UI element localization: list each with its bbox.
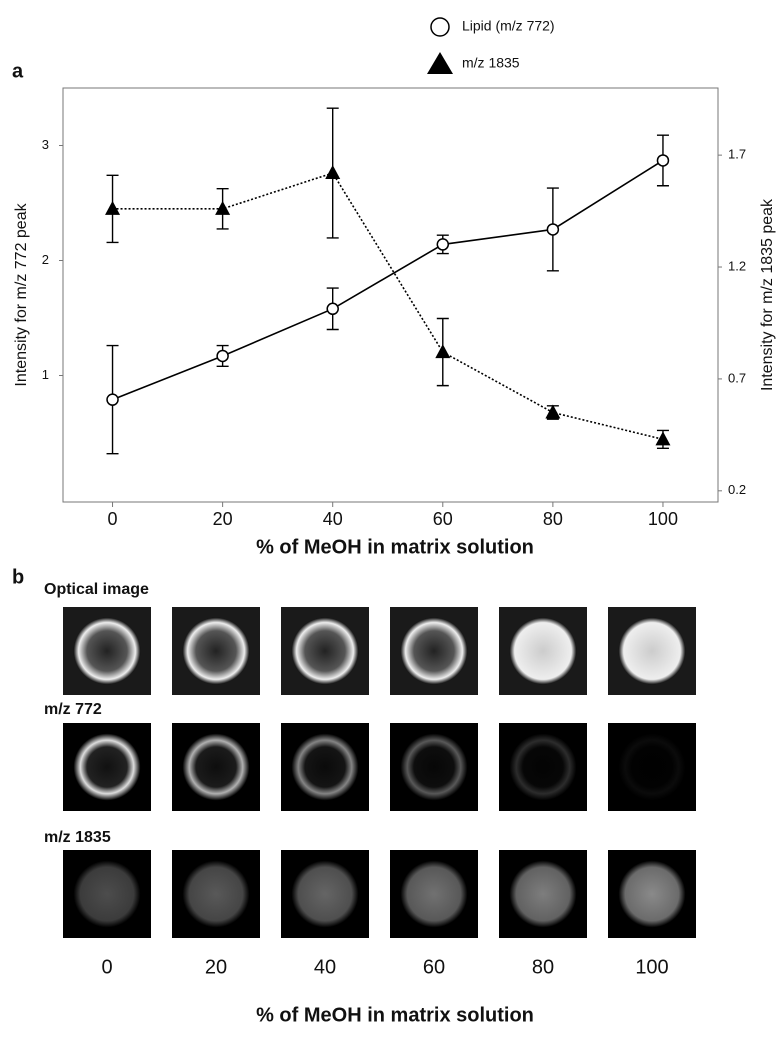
row-label: m/z 1835 xyxy=(44,829,111,846)
y-tick-label: 1 xyxy=(42,367,49,382)
legend-marker xyxy=(427,52,453,74)
image-spot xyxy=(74,861,141,928)
image-spot xyxy=(401,734,468,801)
data-point xyxy=(217,350,228,361)
y-tick-label: 3 xyxy=(42,137,49,152)
row-label: Optical image xyxy=(44,581,149,598)
data-point xyxy=(437,239,448,250)
column-label: 40 xyxy=(314,956,336,978)
data-point xyxy=(105,201,120,215)
series-line xyxy=(113,160,663,399)
column-label: 60 xyxy=(423,956,445,978)
image-spot xyxy=(619,861,686,928)
data-point xyxy=(107,394,118,405)
y2-axis-label: Intensity for m/z 1835 peak xyxy=(759,198,776,391)
image-spot xyxy=(292,618,359,685)
x-tick-label: 0 xyxy=(108,509,118,529)
x-tick-label: 40 xyxy=(323,509,343,529)
image-spot xyxy=(74,618,141,685)
image-spot xyxy=(619,618,686,685)
data-point xyxy=(325,165,340,179)
image-spot xyxy=(183,734,250,801)
image-spot xyxy=(292,734,359,801)
data-point xyxy=(657,155,668,166)
x-axis-label: % of MeOH in matrix solution xyxy=(256,536,534,558)
legend-label: Lipid (m/z 772) xyxy=(462,18,555,34)
panel-label: a xyxy=(12,60,24,82)
y2-tick-label: 0.7 xyxy=(728,370,746,385)
x-tick-label: 20 xyxy=(213,509,233,529)
image-spot xyxy=(619,734,686,801)
y-tick-label: 2 xyxy=(42,252,49,267)
image-spot xyxy=(292,861,359,928)
y2-tick-label: 1.7 xyxy=(728,147,746,162)
column-label: 0 xyxy=(101,956,112,978)
image-spot xyxy=(510,618,577,685)
image-spot xyxy=(401,618,468,685)
legend-marker xyxy=(431,18,449,36)
x-tick-label: 100 xyxy=(648,509,678,529)
column-label: 80 xyxy=(532,956,554,978)
image-spot xyxy=(510,734,577,801)
plot-frame xyxy=(63,88,718,502)
image-spot xyxy=(510,861,577,928)
data-point xyxy=(547,224,558,235)
y2-tick-label: 0.2 xyxy=(728,482,746,497)
y-axis-label: Intensity for m/z 772 peak xyxy=(13,202,30,386)
data-point xyxy=(435,344,450,358)
x-tick-label: 80 xyxy=(543,509,563,529)
image-spot xyxy=(401,861,468,928)
image-spot xyxy=(183,618,250,685)
x-tick-label: 60 xyxy=(433,509,453,529)
data-point xyxy=(327,303,338,314)
data-point xyxy=(545,404,560,418)
image-spot xyxy=(183,861,250,928)
figure: a % of MeOH in matrix solution Intensity… xyxy=(0,0,779,1042)
image-spot xyxy=(74,734,141,801)
column-label: 20 xyxy=(205,956,227,978)
legend-label: m/z 1835 xyxy=(462,55,520,71)
column-label: 100 xyxy=(635,956,668,978)
panel-label: b xyxy=(12,566,24,588)
x-axis-label: % of MeOH in matrix solution xyxy=(256,1004,534,1026)
row-label: m/z 772 xyxy=(44,701,102,718)
y2-tick-label: 1.2 xyxy=(728,258,746,273)
data-point xyxy=(215,201,230,215)
